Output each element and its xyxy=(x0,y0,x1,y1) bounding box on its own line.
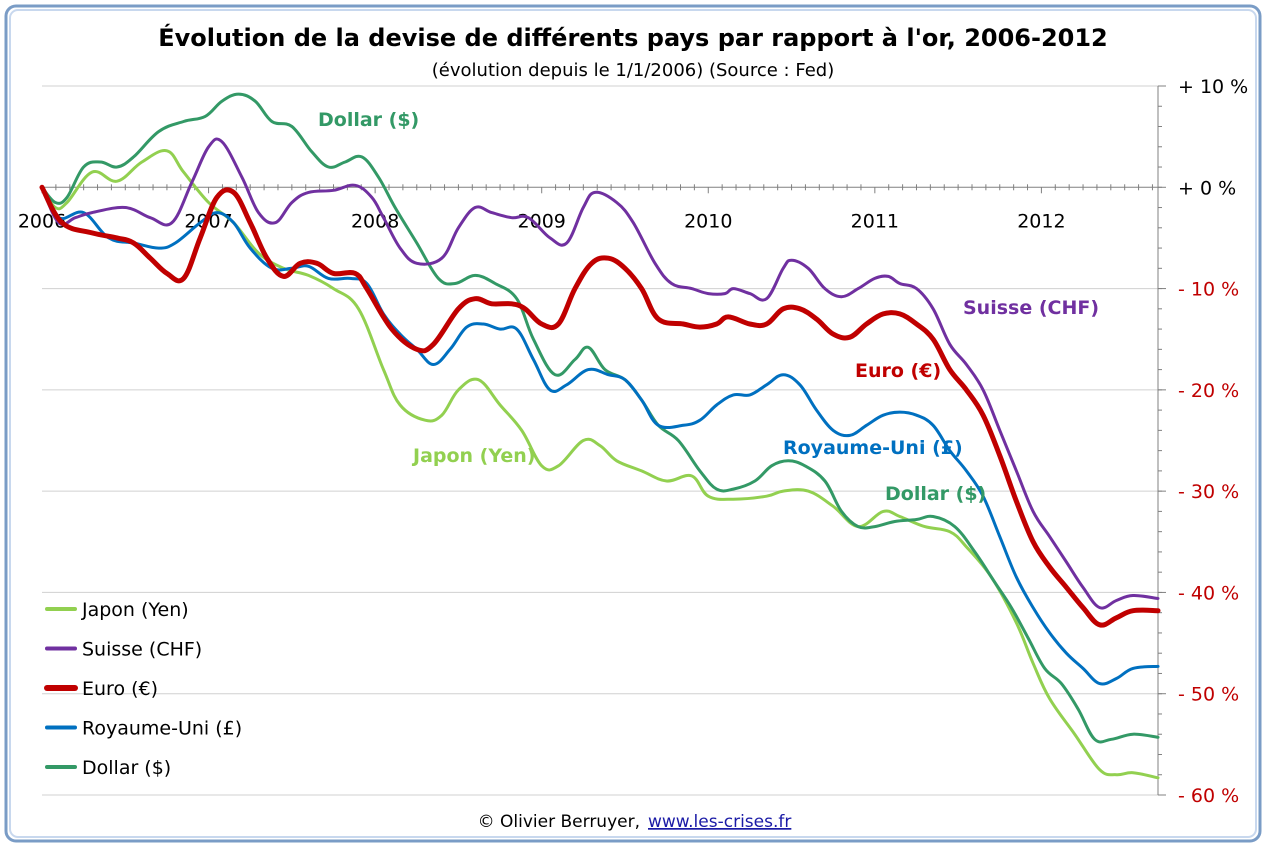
chart-subtitle: (évolution depuis le 1/1/2006) (Source :… xyxy=(432,60,834,81)
y-tick-labels: + 10 % + 0 % - 10 % - 20 % - 30 % - 40 % - 50 … xyxy=(1178,76,1248,807)
chart-border xyxy=(4,4,1262,843)
legend-label: Euro (€) xyxy=(82,678,158,700)
x-tick-label: 2012 xyxy=(1017,210,1065,232)
y-tick-label: - 60 % xyxy=(1178,785,1239,807)
legend-label: Japon (Yen) xyxy=(81,599,189,621)
x-tick-label: 2010 xyxy=(684,210,732,232)
series-inline-label: Euro (€) xyxy=(855,360,941,382)
y-tick-label: - 40 % xyxy=(1178,582,1239,604)
axes xyxy=(41,85,1166,796)
series-inline-label: Dollar ($) xyxy=(318,109,419,131)
series-inline-label: Japon (Yen) xyxy=(411,445,535,467)
legend: Japon (Yen) Suisse (CHF) Euro (€) Royaume-U… xyxy=(44,599,242,779)
series-inline-label: Royaume-Uni (£) xyxy=(783,437,963,459)
gridlines xyxy=(42,85,1158,796)
series-line xyxy=(40,137,1160,610)
legend-label: Dollar ($) xyxy=(82,757,171,779)
series-inline-label: Suisse (CHF) xyxy=(963,297,1099,319)
x-tick-label: 2009 xyxy=(518,210,566,232)
y-tick-label: - 30 % xyxy=(1178,481,1239,503)
x-tick-label: 2011 xyxy=(851,210,899,232)
series-inline-labels: Dollar ($) Suisse (CHF) Euro (€) Royaume-Un… xyxy=(318,109,1099,505)
series-line xyxy=(39,184,1161,628)
series-inline-label: Dollar ($) xyxy=(885,483,986,505)
legend-label: Suisse (CHF) xyxy=(82,639,202,661)
y-tick-label: - 20 % xyxy=(1178,380,1239,402)
chart-border-inner xyxy=(9,9,1257,838)
y-tick-label: + 0 % xyxy=(1178,177,1236,199)
x-tick-label: 2008 xyxy=(351,210,399,232)
series-line xyxy=(40,92,1160,744)
y-tick-label: - 50 % xyxy=(1178,684,1239,706)
legend-label: Royaume-Uni (£) xyxy=(82,718,242,740)
y-tick-label: - 10 % xyxy=(1178,279,1239,301)
footer-link[interactable]: www.les-crises.fr xyxy=(648,812,791,832)
chart-title: Évolution de la devise de différents pay… xyxy=(158,23,1108,52)
series-line xyxy=(40,185,1160,686)
footer-author: © Olivier Berruyer, xyxy=(478,812,640,832)
y-tick-label: + 10 % xyxy=(1178,76,1248,98)
series-lines xyxy=(39,92,1161,780)
